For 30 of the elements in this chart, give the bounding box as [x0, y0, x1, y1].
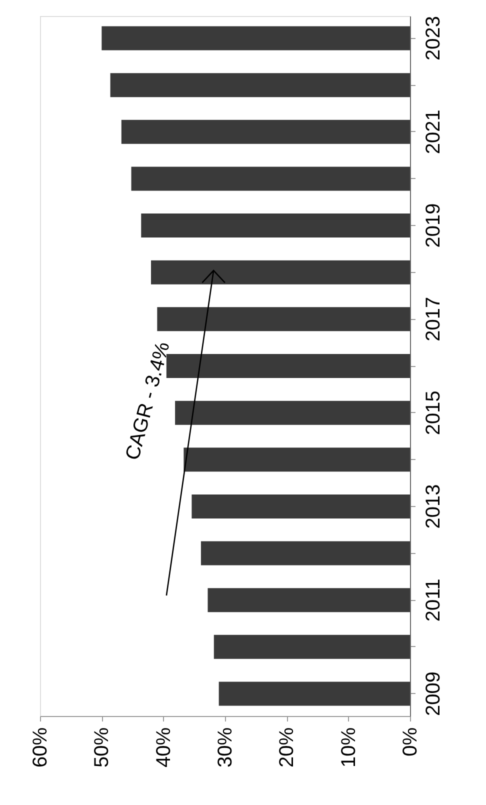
- bar: [175, 400, 410, 425]
- y-tick-label: 2015: [422, 390, 444, 436]
- y-tick-label: 2023: [422, 16, 444, 60]
- y-tick-label: 2011: [422, 578, 444, 622]
- x-tick-label: 60%: [30, 727, 52, 768]
- x-tick-label: 20%: [276, 727, 298, 768]
- x-tick-label: 50%: [91, 727, 114, 768]
- y-tick-label: 2009: [422, 672, 444, 716]
- bar: [218, 682, 410, 706]
- x-tick-label: 10%: [338, 727, 360, 768]
- bar: [131, 166, 410, 191]
- bar: [141, 214, 410, 238]
- bar: [214, 634, 410, 659]
- bar: [184, 448, 410, 472]
- x-tick-label: 30%: [214, 727, 236, 768]
- x-tick-label: 40%: [152, 727, 175, 768]
- bar: [151, 260, 410, 284]
- bar: [208, 588, 410, 612]
- y-tick-label: 2013: [422, 484, 444, 529]
- x-tick-label: 0%: [400, 727, 422, 756]
- annotation: CAGR - 3.4%: [122, 339, 174, 462]
- y-tick-label: 2021: [422, 110, 444, 154]
- bar: [110, 73, 410, 98]
- y-tick-label: 2019: [422, 203, 444, 248]
- y-tick-label: 2017: [422, 296, 444, 342]
- bar: [102, 26, 410, 50]
- bar: [200, 541, 410, 566]
- bar: [121, 120, 410, 144]
- bar: [157, 307, 410, 332]
- bar: [192, 494, 410, 518]
